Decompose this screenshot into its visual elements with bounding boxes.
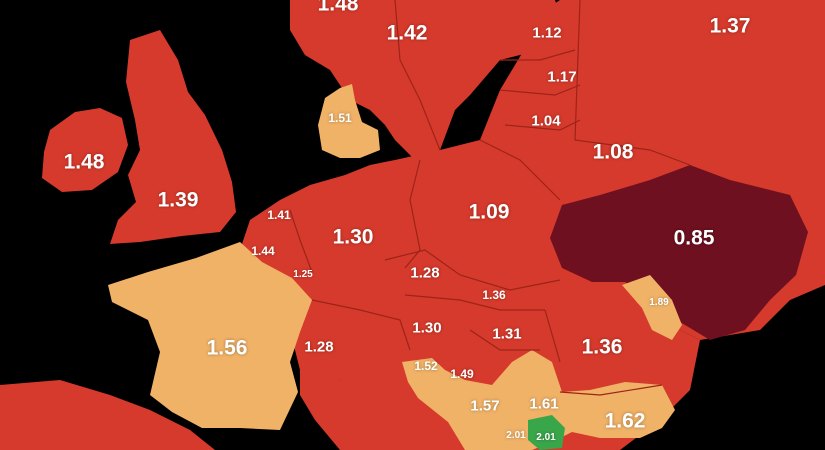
label-sweden: 1.42 xyxy=(386,21,428,45)
label-finland: 1.37 xyxy=(709,14,751,38)
label-estonia: 1.12 xyxy=(532,24,562,42)
label-ireland: 1.48 xyxy=(63,150,105,174)
label-slovakia: 1.36 xyxy=(482,288,506,302)
label-poland: 1.09 xyxy=(468,200,510,224)
label-bosnia: 1.57 xyxy=(470,397,500,415)
land-italy xyxy=(300,365,405,450)
country-borders xyxy=(289,0,691,396)
label-bulgaria: 1.62 xyxy=(604,409,646,433)
label-lithuania: 1.04 xyxy=(531,112,561,130)
land-central xyxy=(240,140,700,450)
label-norway: 1.48 xyxy=(317,0,359,16)
land-ireland xyxy=(42,108,128,192)
label-kosovo: 2.01 xyxy=(536,432,556,443)
label-croatia: 1.49 xyxy=(450,367,474,381)
label-slovenia: 1.52 xyxy=(414,359,438,373)
kosovo-region xyxy=(528,415,565,450)
label-serbia: 1.61 xyxy=(529,395,559,413)
label-netherlands: 1.41 xyxy=(267,208,291,222)
label-france: 1.56 xyxy=(206,336,248,360)
label-moldova: 1.89 xyxy=(649,297,669,308)
balkans-region xyxy=(402,350,675,450)
denmark-region xyxy=(318,84,380,158)
label-denmark: 1.51 xyxy=(328,111,352,125)
label-latvia: 1.17 xyxy=(547,68,577,86)
label-belgium: 1.44 xyxy=(251,244,275,258)
label-belarus: 1.08 xyxy=(592,140,634,164)
label-ukraine: 0.85 xyxy=(673,226,715,250)
ukraine-region xyxy=(550,165,808,340)
label-germany: 1.30 xyxy=(332,225,374,249)
label-luxembourg: 1.25 xyxy=(293,269,313,280)
label-hungary: 1.31 xyxy=(492,325,522,343)
label-switzerland: 1.28 xyxy=(304,338,334,356)
land-iberia xyxy=(0,380,215,450)
land-scandinavia xyxy=(290,0,560,160)
label-austria: 1.30 xyxy=(412,319,442,337)
land-britain xyxy=(110,30,236,244)
moldova-region xyxy=(622,275,682,340)
label-montenegro: 2.01 xyxy=(506,430,526,441)
label-uk: 1.39 xyxy=(157,188,199,212)
label-romania: 1.36 xyxy=(581,335,623,359)
label-czechia: 1.28 xyxy=(410,264,440,282)
france-region xyxy=(108,242,312,430)
